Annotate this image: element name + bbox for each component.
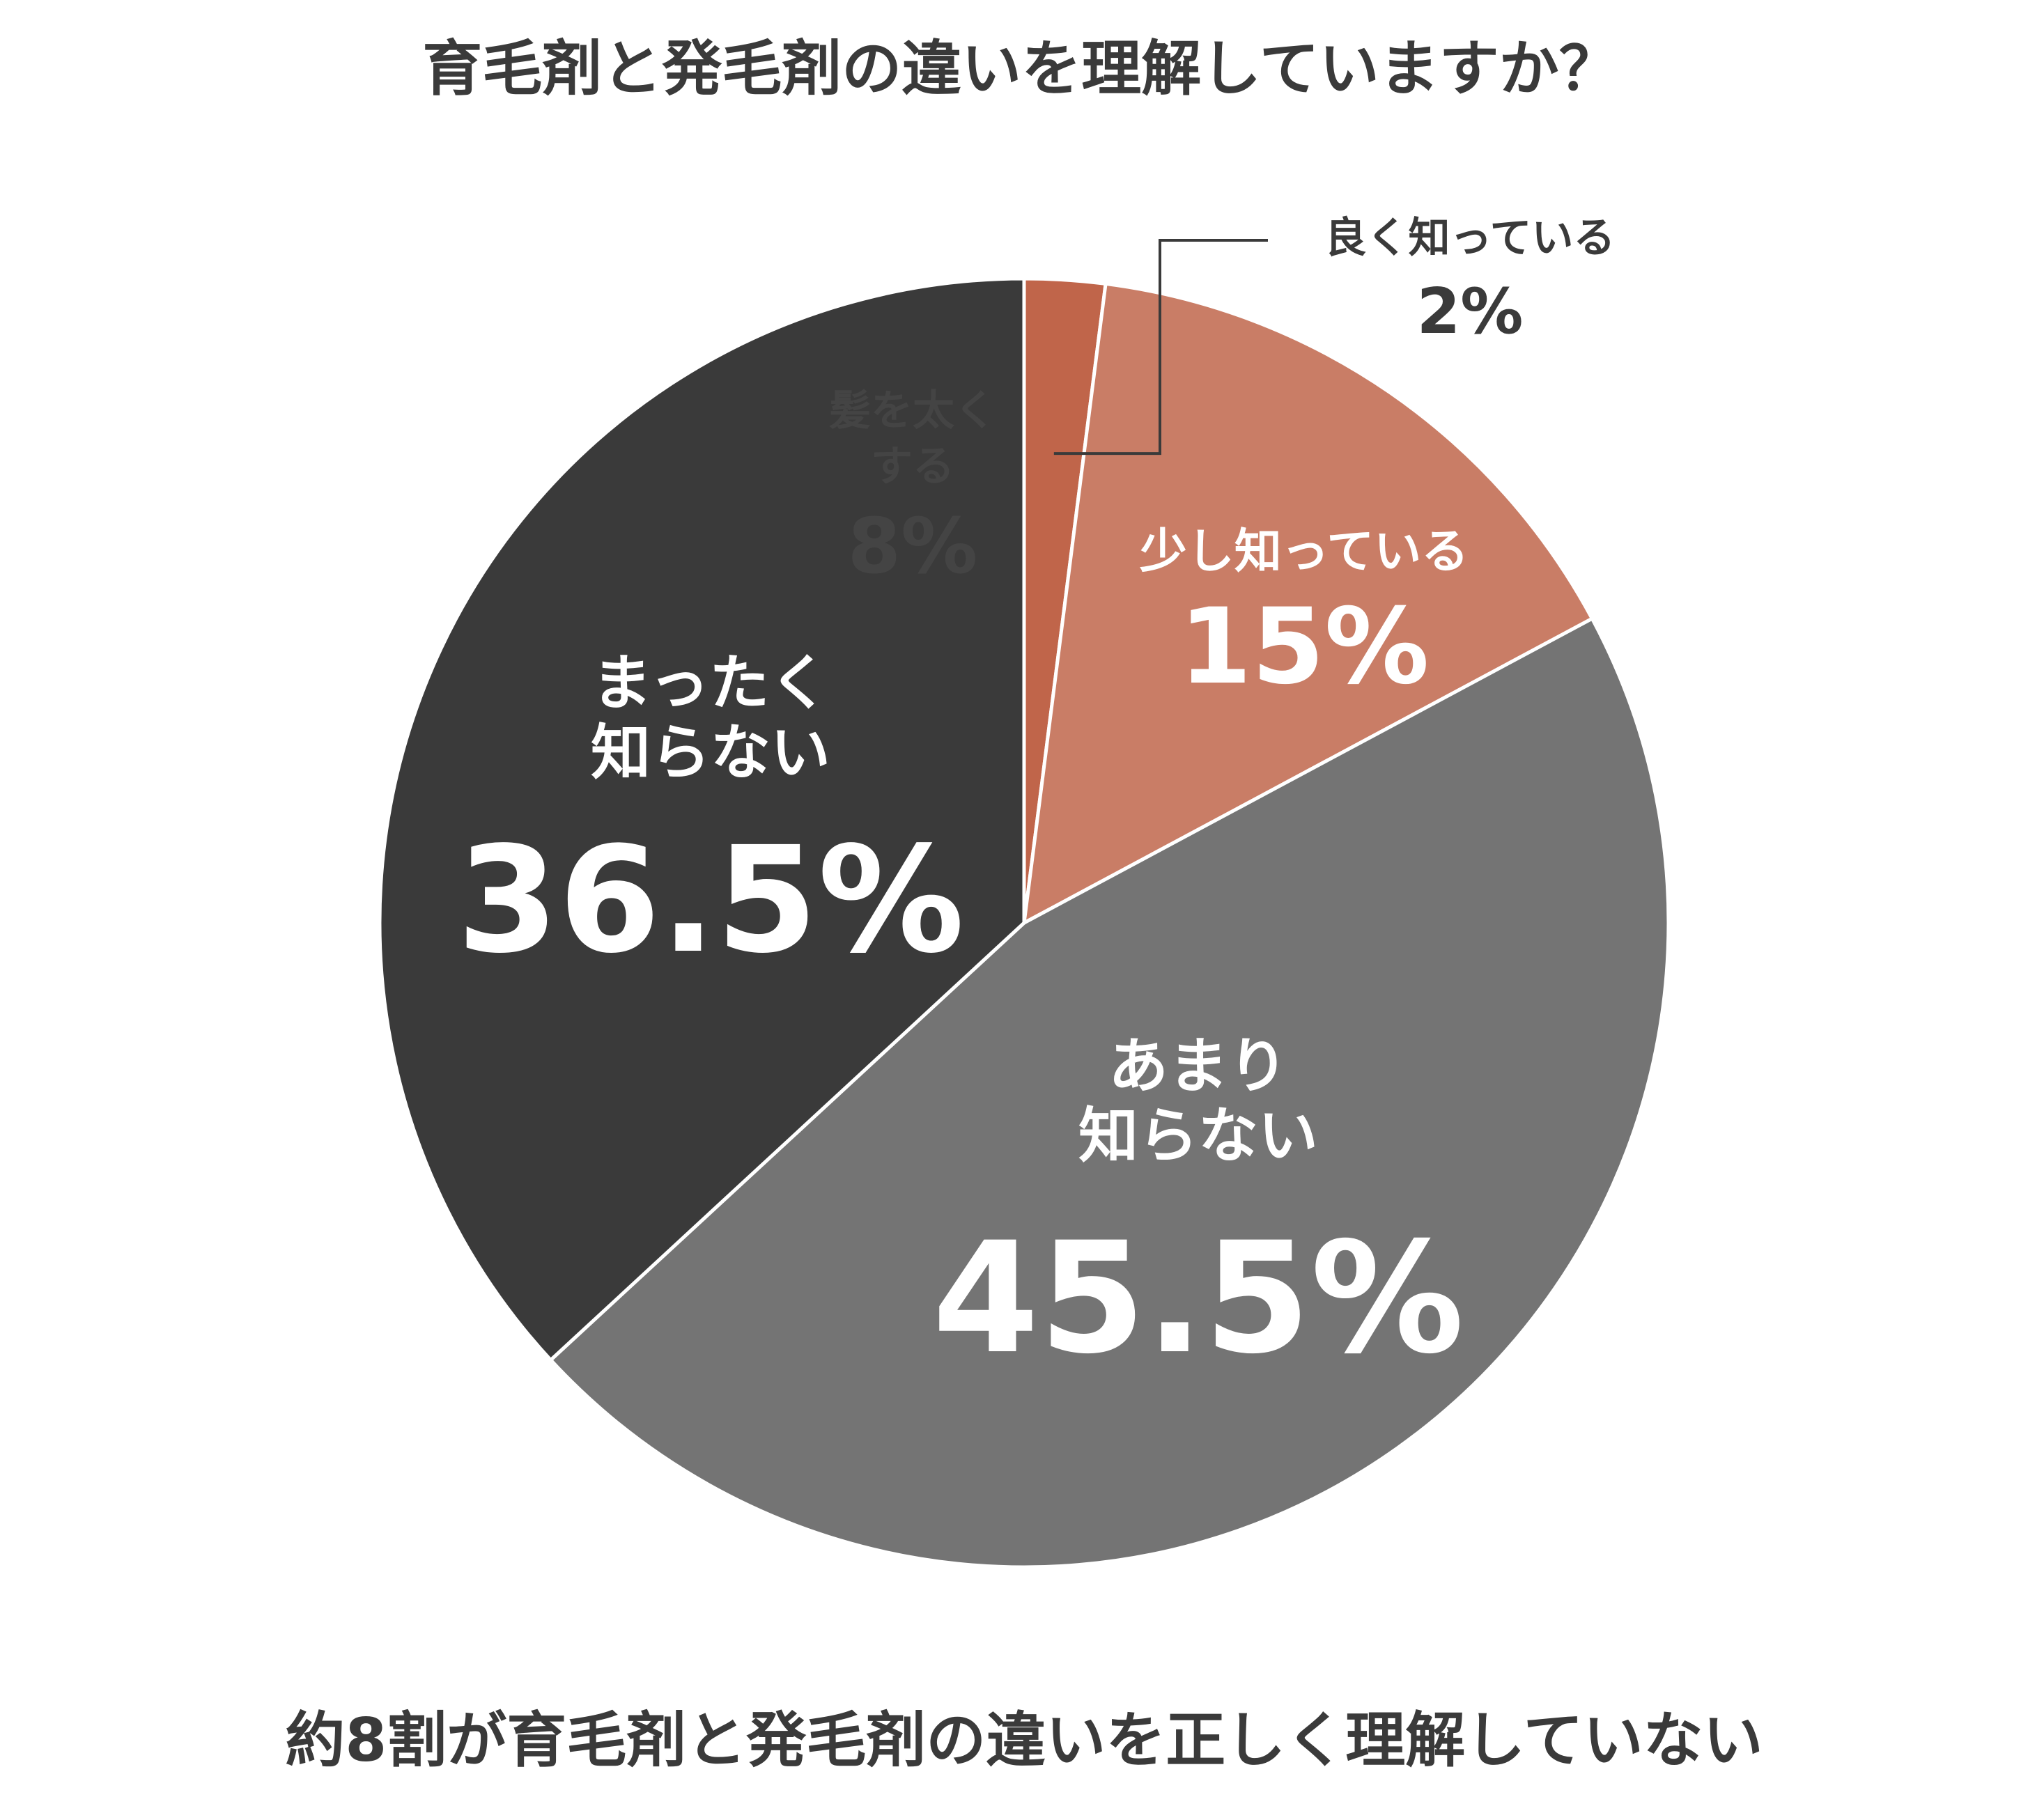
slice-label: 少し知っている [1140,524,1469,579]
pie-slice [549,616,1671,1569]
slice-value-label: 2% [1417,275,1524,348]
slice-value-label: 36.5% [457,815,965,986]
slice-label: 知らない [1078,1101,1318,1171]
pie-slices [378,277,1671,1569]
slice-label: まったく [592,648,830,718]
slice-value-label: 45.5% [932,1209,1464,1387]
ghost-label: 髪を太く [829,387,996,435]
ghost-value-label: 8% [848,501,978,591]
chart-title: 育毛剤と発毛剤の違いを理解していますか？ [422,34,1618,104]
pie-slice [378,277,1026,1362]
pie-slice [1022,281,1594,925]
slice-label: 知らない [591,718,830,788]
chart-footer: 約8割が育毛剤と発毛剤の違いを正しく理解していない [285,1706,1763,1775]
ghost-label: する [871,442,954,491]
pie-labels: 良く知っている2%少し知っている15%あまり知らない45.5%まったく知らない3… [457,214,1616,1387]
slice-label: 良く知っている [1325,214,1616,263]
leader-line [1053,239,1268,456]
slice-value-label: 15% [1179,586,1429,708]
slice-label: あまり [1108,1032,1288,1101]
